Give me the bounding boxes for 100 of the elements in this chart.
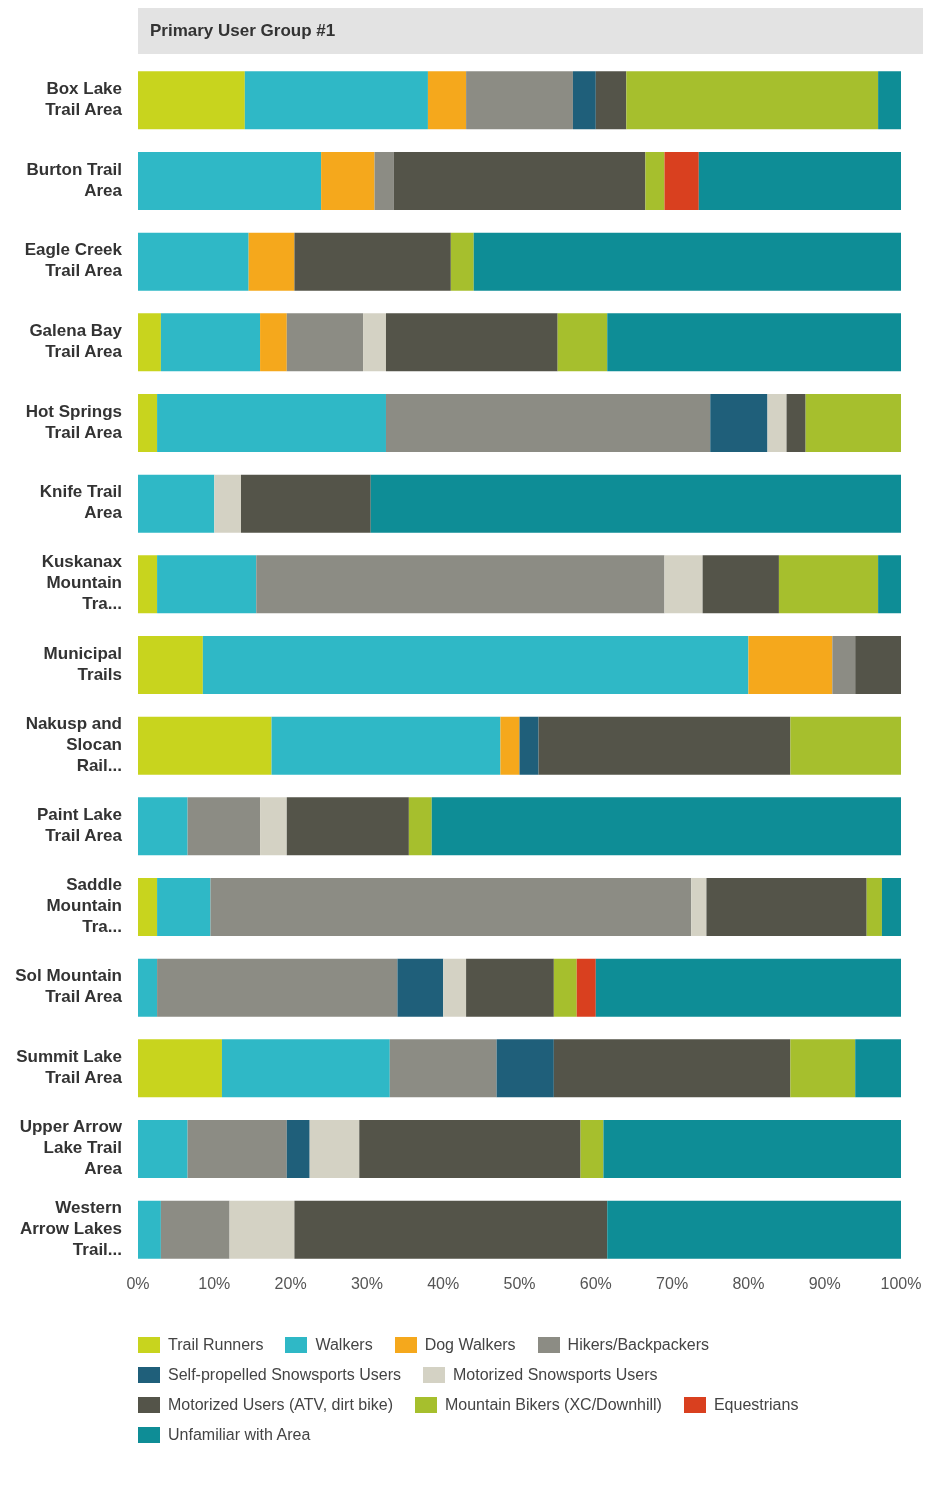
bar — [309, 1119, 360, 1178]
bar — [805, 393, 901, 452]
bar — [580, 1119, 604, 1178]
bar — [138, 1039, 222, 1098]
bar — [286, 1119, 310, 1178]
bar — [138, 877, 158, 936]
y-tick-label: Saddle Mountain Tra... — [46, 875, 122, 937]
y-tick-label: Hot Springs Trail Area — [25, 401, 123, 442]
legend-label: Unfamiliar with Area — [167, 1425, 311, 1445]
bar — [691, 877, 707, 936]
bar — [603, 1119, 901, 1178]
bar — [607, 313, 901, 372]
bar — [187, 797, 261, 856]
bar — [466, 71, 573, 130]
legend-label: Self-propelled Snowsports Users — [167, 1365, 401, 1385]
bar — [778, 555, 879, 614]
bar — [157, 958, 398, 1017]
x-tick-label: 90% — [808, 1275, 841, 1293]
bar — [664, 151, 699, 210]
bar — [881, 877, 901, 936]
bar — [557, 313, 608, 372]
x-tick-label: 100% — [880, 1275, 922, 1293]
x-tick-label: 0% — [126, 1275, 150, 1293]
bar — [157, 555, 257, 614]
bar — [473, 232, 901, 291]
x-tick-label: 30% — [350, 1275, 383, 1293]
bar — [538, 716, 791, 775]
bar — [702, 555, 779, 614]
bar — [138, 555, 158, 614]
bar — [626, 71, 879, 130]
bar — [397, 958, 444, 1017]
bar — [160, 313, 261, 372]
bar — [855, 635, 901, 694]
bar — [408, 797, 432, 856]
bar — [138, 1119, 188, 1178]
y-tick-label: Summit Lake Trail Area — [16, 1047, 123, 1088]
bar — [500, 716, 520, 775]
bar — [260, 797, 287, 856]
y-tick-label: Municipal Trails — [43, 643, 122, 684]
bar — [431, 797, 901, 856]
bar — [202, 635, 749, 694]
y-tick-label: Western Arrow Lakes Trail... — [19, 1198, 122, 1260]
bar — [138, 797, 188, 856]
bar — [878, 555, 901, 614]
bar — [294, 232, 451, 291]
y-tick-label: Paint Lake Trail Area — [36, 805, 123, 846]
bar — [645, 151, 665, 210]
legend-label: Equestrians — [712, 1395, 799, 1415]
bar — [321, 151, 375, 210]
y-tick-label: Upper Arrow Lake Trail Area — [19, 1117, 123, 1179]
bar — [157, 393, 386, 452]
bar — [790, 716, 901, 775]
bar — [855, 1039, 901, 1098]
bar — [698, 151, 901, 210]
bar — [138, 151, 322, 210]
bar — [256, 555, 665, 614]
legend-label: Walkers — [314, 1335, 373, 1355]
legend-label: Motorized Snowsports Users — [452, 1365, 658, 1385]
bar — [595, 958, 901, 1017]
bar — [385, 313, 558, 372]
bar — [786, 393, 806, 452]
bar — [748, 635, 833, 694]
y-tick-label: Box Lake Trail Area — [45, 79, 123, 120]
bar — [553, 1039, 791, 1098]
bar — [595, 71, 627, 130]
bar — [260, 313, 287, 372]
y-tick-label: Nakusp and Slocan Rail... — [25, 714, 122, 776]
bar — [878, 71, 901, 130]
bar — [389, 1039, 497, 1098]
bar — [271, 716, 501, 775]
bar — [443, 958, 467, 1017]
bar — [496, 1039, 554, 1098]
y-tick-label: Eagle Creek Trail Area — [24, 240, 123, 281]
x-tick-label: 20% — [274, 1275, 307, 1293]
y-tick-label: Knife Trail Area — [39, 482, 123, 523]
y-tick-label: Burton Trail Area — [26, 159, 123, 200]
bar — [374, 151, 394, 210]
bar — [187, 1119, 287, 1178]
x-tick-label: 40% — [427, 1275, 460, 1293]
bar — [790, 1039, 856, 1098]
bar — [244, 71, 428, 130]
bar — [138, 71, 245, 130]
bar — [160, 1200, 230, 1259]
bar — [519, 716, 539, 775]
bar — [363, 313, 386, 372]
y-tick-label: Sol Mountain Trail Area — [15, 966, 123, 1007]
bar — [359, 1119, 581, 1178]
bar — [138, 313, 161, 372]
bar — [241, 474, 371, 533]
legend-label: Trail Runners — [167, 1335, 264, 1355]
bar — [427, 71, 467, 130]
bar — [138, 232, 249, 291]
bar — [157, 877, 211, 936]
bar — [393, 151, 646, 210]
bar — [385, 393, 711, 452]
bar — [553, 958, 577, 1017]
bar — [572, 71, 596, 130]
bar — [248, 232, 295, 291]
x-tick-label: 50% — [503, 1275, 536, 1293]
chart-title: Primary User Group #1 — [138, 8, 923, 54]
